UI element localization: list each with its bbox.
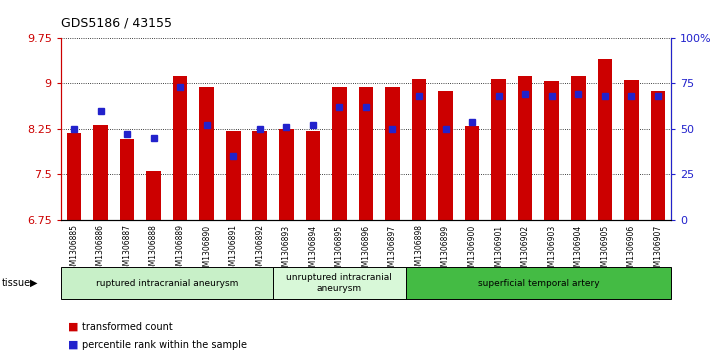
Bar	[385, 86, 400, 220]
Bar	[226, 131, 241, 220]
Text: ruptured intracranial aneurysm: ruptured intracranial aneurysm	[96, 279, 238, 287]
Bar	[306, 131, 320, 220]
Bar	[253, 131, 267, 220]
Bar	[624, 81, 638, 220]
Bar	[650, 91, 665, 220]
Bar	[491, 79, 506, 220]
Text: ▶: ▶	[30, 278, 38, 288]
Bar	[358, 86, 373, 220]
Bar	[571, 76, 585, 220]
Bar	[273, 268, 406, 299]
Bar	[518, 76, 533, 220]
Bar	[332, 86, 347, 220]
Bar	[438, 91, 453, 220]
Text: ■: ■	[68, 322, 79, 332]
Bar	[406, 268, 671, 299]
Bar	[412, 79, 426, 220]
Bar	[173, 76, 188, 220]
Text: superficial temporal artery: superficial temporal artery	[478, 279, 599, 287]
Bar	[465, 126, 479, 220]
Text: GDS5186 / 43155: GDS5186 / 43155	[61, 16, 171, 29]
Text: unruptured intracranial
aneurysm: unruptured intracranial aneurysm	[286, 273, 392, 293]
Bar	[199, 86, 214, 220]
Bar	[94, 125, 108, 220]
Bar	[544, 81, 559, 220]
Text: percentile rank within the sample: percentile rank within the sample	[82, 340, 247, 350]
Text: ■: ■	[68, 340, 79, 350]
Bar	[279, 129, 293, 220]
Bar	[146, 171, 161, 220]
Bar	[61, 268, 273, 299]
Bar	[66, 133, 81, 220]
Bar	[120, 139, 134, 220]
Text: tissue: tissue	[1, 278, 31, 288]
Text: transformed count: transformed count	[82, 322, 173, 332]
Bar	[598, 59, 612, 220]
